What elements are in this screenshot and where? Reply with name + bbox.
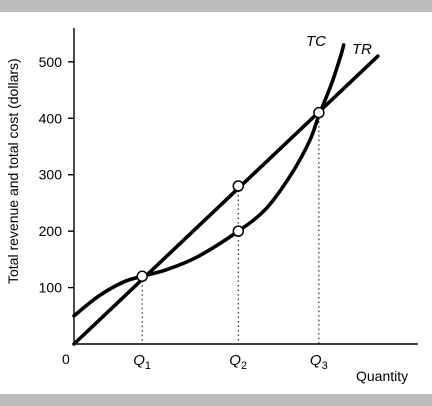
y-tick-label: 200 (39, 223, 63, 239)
y-tick-label: 100 (39, 280, 63, 296)
intersection-points (136, 106, 325, 283)
x-tick-letter: Q (310, 352, 322, 369)
y-ticks: 100 200 300 400 500 (39, 54, 74, 296)
y-tick-label: 500 (39, 54, 63, 70)
x-ticks: Q1 Q2 Q3 (133, 352, 327, 372)
plot-area (73, 28, 418, 345)
drop-lines (141, 112, 320, 344)
y-axis-label: Total revenue and total cost (dollars) (5, 58, 21, 284)
series-group (72, 43, 380, 346)
x-tick-letter: Q (133, 352, 145, 369)
data-point (232, 225, 245, 237)
x-tick-subscript: 1 (145, 360, 151, 372)
x-tick-subscript: 3 (322, 360, 328, 372)
x-tick-label: Q1 (133, 352, 151, 372)
y-tick-label: 300 (39, 167, 63, 183)
top-band (0, 0, 432, 12)
series-line-tr (72, 54, 380, 346)
origin-label: 0 (62, 351, 70, 367)
data-point (136, 270, 148, 283)
y-tick-label: 400 (39, 110, 63, 126)
series-label-tc: TC (306, 33, 326, 50)
x-tick-letter: Q (229, 352, 241, 369)
data-point (313, 106, 325, 119)
data-point (232, 180, 245, 192)
x-tick-label: Q2 (229, 352, 247, 372)
bottom-band (0, 394, 432, 406)
series-line-tc (72, 43, 346, 318)
x-tick-label: Q3 (310, 352, 328, 372)
x-axis-label: Quantity (356, 368, 408, 384)
x-tick-subscript: 2 (241, 360, 247, 372)
series-label-tr: TR (352, 41, 372, 58)
